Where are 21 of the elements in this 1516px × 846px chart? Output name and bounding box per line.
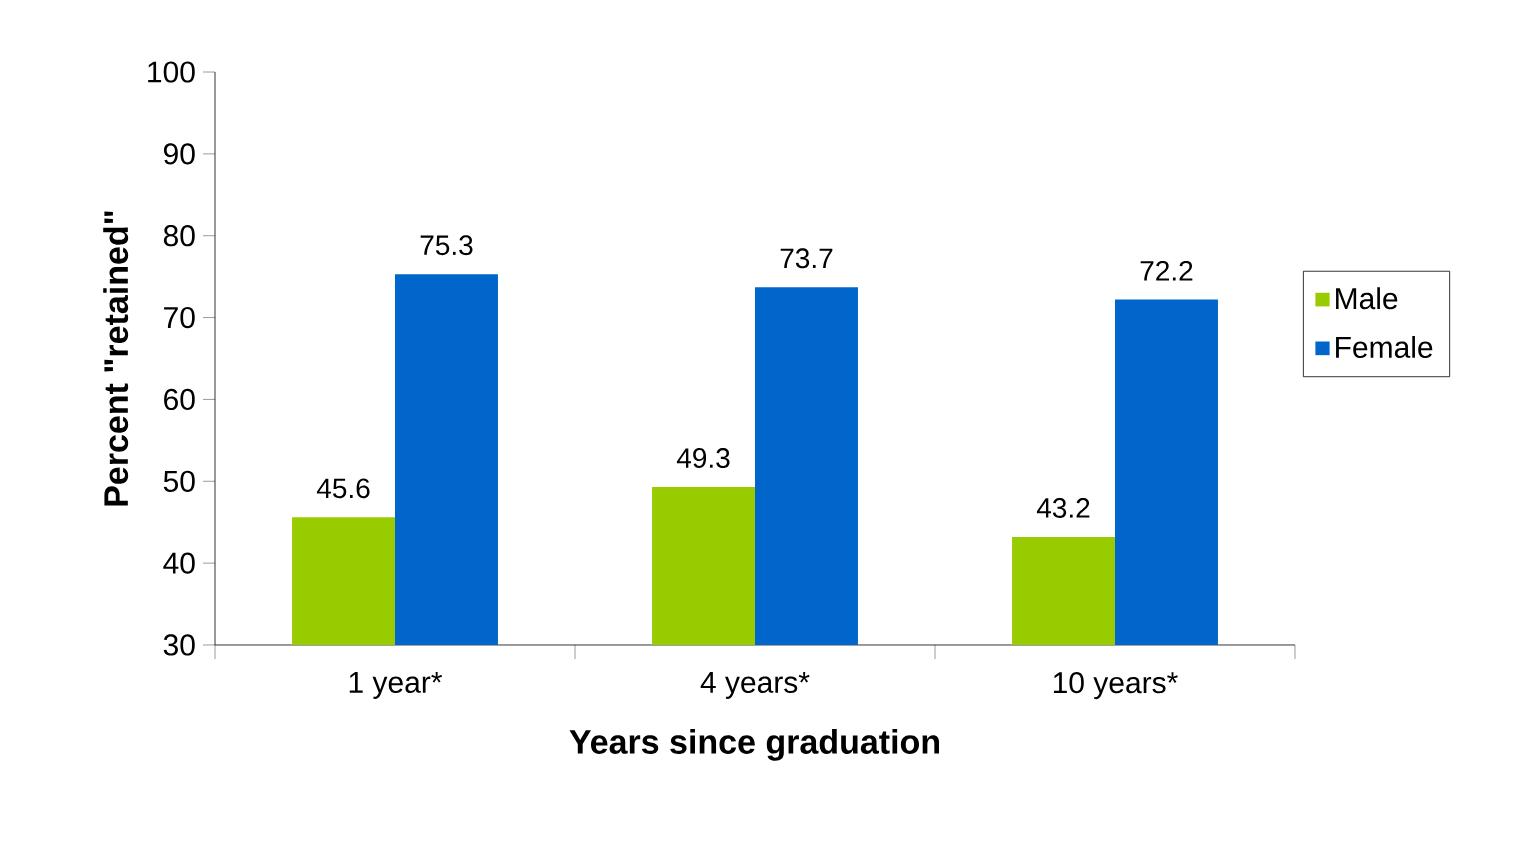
y-tick-label: 50 bbox=[163, 470, 195, 492]
data-label: 75.3 bbox=[420, 235, 473, 256]
y-tick-label: 60 bbox=[164, 388, 195, 411]
x-tick-label: 10 years* bbox=[1053, 672, 1178, 700]
data-label: 72.2 bbox=[1140, 260, 1193, 281]
legend-label: Female bbox=[1336, 335, 1433, 358]
x-tick-label: 1 year* bbox=[349, 672, 443, 699]
data-label: 43.2 bbox=[1036, 498, 1090, 518]
y-tick-label: 90 bbox=[163, 143, 195, 165]
data-label: 73.7 bbox=[780, 248, 833, 269]
y-tick-label: 30 bbox=[163, 634, 195, 656]
y-tick-label: 70 bbox=[164, 306, 195, 329]
y-tick-label: 80 bbox=[163, 225, 195, 247]
y-tick-label: 100 bbox=[148, 61, 195, 83]
x-tick-label: 4 years* bbox=[700, 672, 810, 699]
x-axis-title: Years since graduation bbox=[569, 728, 939, 761]
data-label: 45.6 bbox=[316, 478, 370, 499]
legend-label: Male bbox=[1336, 287, 1398, 310]
y-tick-label: 40 bbox=[163, 552, 195, 574]
y-axis-title: Percent "retained" bbox=[103, 211, 129, 506]
data-label: 49.3 bbox=[676, 448, 730, 468]
